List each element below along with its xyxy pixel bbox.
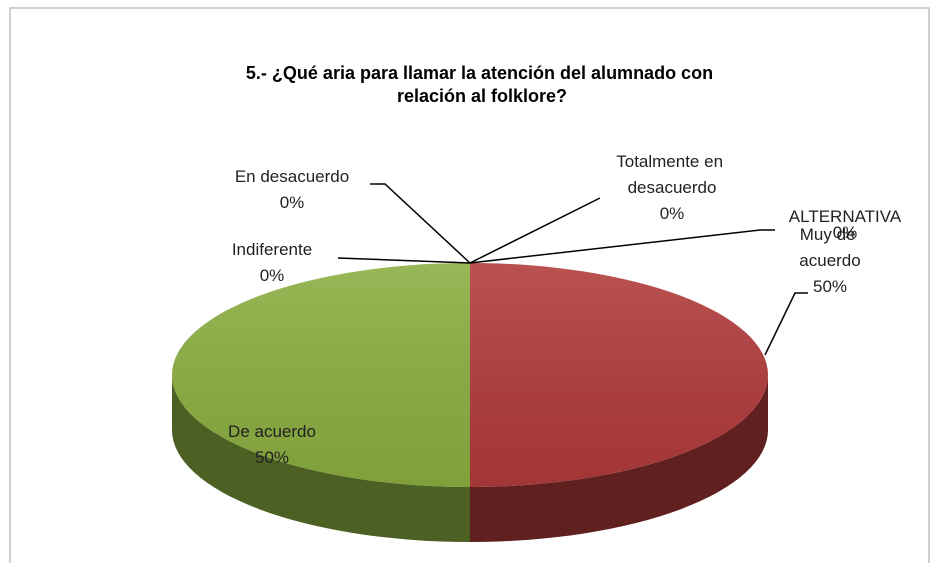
data-label-value: 0% [660, 204, 685, 223]
data-label-value: 0% [280, 193, 305, 212]
data-label-name: Indiferente [232, 240, 312, 259]
data-label-name: De acuerdo [228, 422, 316, 441]
leader-line [370, 183, 471, 264]
data-label-value: 50% [813, 277, 847, 296]
data-label-value: 50% [255, 448, 289, 467]
data-label-value: 0% [260, 266, 285, 285]
data-label-name: Totalmente en desacuerdo [616, 152, 728, 197]
pie-slice-side [470, 375, 768, 542]
chart-title: 5.- ¿Qué aria para llamar la atención de… [246, 63, 718, 106]
leader-line [469, 197, 601, 264]
leader-line [469, 229, 775, 264]
leader-line [764, 292, 808, 356]
data-label-name: En desacuerdo [235, 167, 349, 186]
pie [172, 263, 768, 542]
data-label-name: Muy de acuerdo [799, 225, 860, 270]
data-label-value: 0% [833, 223, 858, 242]
pie-slice-side [172, 375, 470, 542]
pie-sheen [172, 263, 768, 487]
data-label-name: ALTERNATIVA [789, 207, 902, 226]
leader-line [337, 257, 471, 264]
